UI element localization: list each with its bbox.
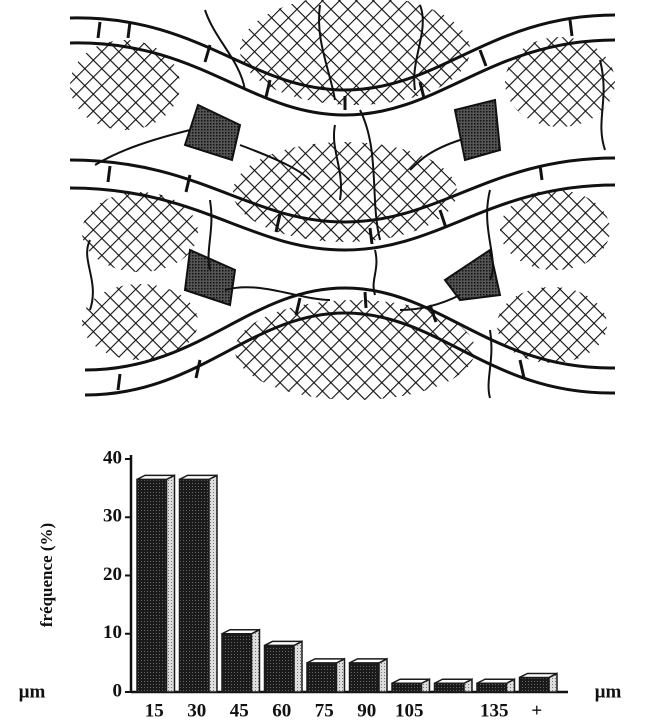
x-tick-label: 90 [357,700,376,721]
bar-side [293,640,303,693]
cell-cluster [235,300,475,400]
bar-top [434,678,473,685]
band-line [69,13,616,92]
band-line [69,156,616,224]
bar-top [519,672,558,679]
band-line [84,286,616,372]
band-ticks [96,19,574,391]
bar [306,662,338,693]
bar-side [250,628,261,693]
band-line [69,183,616,252]
diagram [69,0,616,400]
bar [391,682,423,693]
cell-cluster [505,37,615,127]
y-tick-label: 0 [113,680,123,701]
junction [183,103,242,162]
y-tick-label: 40 [103,447,122,468]
bar-top [391,678,430,685]
x-tick-label: 30 [187,700,206,721]
x-tick-label: 105 [395,700,424,721]
junction [183,248,237,307]
cell-cluster [82,192,198,272]
bar-top [476,678,515,685]
x-unit-left: µm [19,681,46,702]
bar-side [165,474,176,693]
bar [263,644,295,693]
bar-side [208,474,218,693]
bar [221,633,253,693]
bar [178,478,210,693]
y-tick-label: 10 [103,622,122,643]
x-tick-label: 15 [145,700,164,721]
x-unit-right: µm [595,681,622,702]
bar-side [335,657,346,693]
junction [443,248,502,302]
x-tick-label: 60 [272,700,291,721]
bar-top [264,640,303,647]
bar [518,676,550,693]
band-line [69,38,616,117]
x-tick-label: 75 [315,700,334,721]
bar-top [349,658,388,664]
cell-cluster [500,190,610,270]
y-axis-label: fréquence (%) [37,523,56,627]
bar-top [179,474,218,481]
bar [433,682,465,693]
fibers [86,4,606,399]
cell-cluster [82,284,198,360]
x-tick-label: 45 [230,700,249,721]
y-tick-label: 30 [103,506,122,527]
bar [476,682,508,693]
bar [348,662,380,693]
band-line [84,311,616,397]
bar-top [221,629,260,635]
cell-cluster [70,40,180,130]
bar-top [136,474,175,481]
x-tick-label: 135 [480,700,509,721]
junction [453,98,502,162]
cell-cluster [497,287,607,363]
x-tick-label: + [531,700,542,721]
y-tick-label: 20 [103,564,122,585]
bar-side [378,657,388,693]
bar-top [306,658,345,664]
bar [136,478,168,693]
